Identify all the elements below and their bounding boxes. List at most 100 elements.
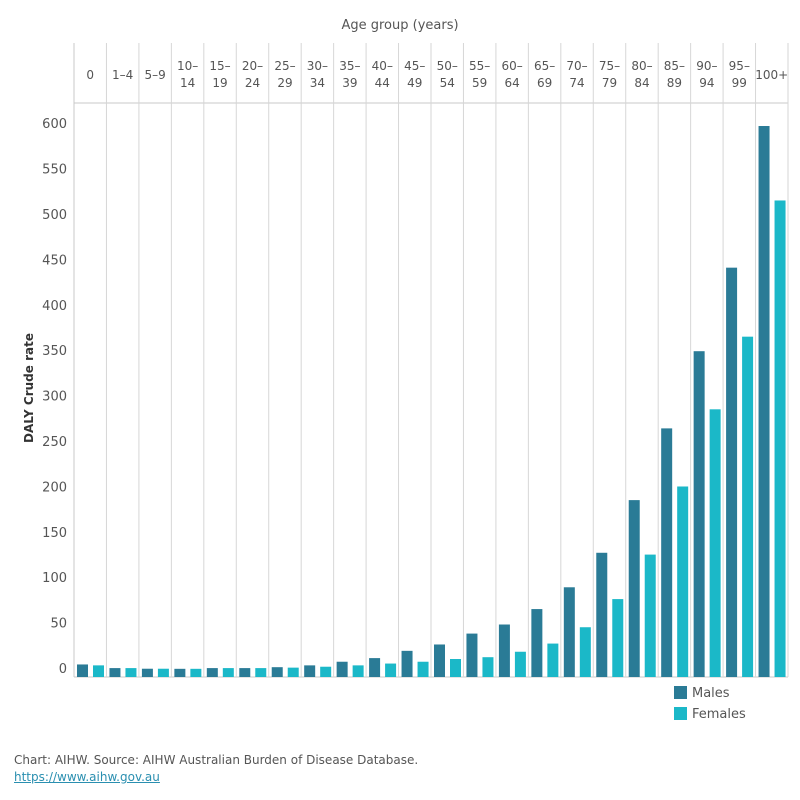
- legend-swatch-females: [674, 707, 687, 720]
- x-tick-label: 30–: [307, 59, 328, 73]
- bar-females: [125, 668, 137, 677]
- x-tick-label: 29: [277, 76, 292, 90]
- x-tick-label: 90–: [696, 59, 717, 73]
- bar-females: [320, 666, 332, 677]
- legend-label-females: Females: [692, 707, 746, 722]
- x-axis-tick-labels: 0 1–4 5–9 10– 14 15– 19 20– 24 25– 29 30– 34 35– 39 40–…: [86, 59, 788, 90]
- legend-label-males: Males: [692, 686, 730, 701]
- bar-males: [434, 644, 445, 677]
- bar-females: [644, 554, 656, 677]
- y-tick-label: 250: [42, 435, 67, 450]
- bar-females: [190, 668, 202, 677]
- bar-males: [239, 668, 251, 677]
- x-tick-label: 14: [180, 76, 195, 90]
- y-axis-tick-labels: 0 50 100 150 200 250 300 350 400 450 500 550 600: [42, 117, 67, 677]
- x-tick-label: 75–: [599, 59, 620, 73]
- bar-females: [287, 667, 299, 677]
- x-tick-label: 49: [407, 76, 422, 90]
- bar-males: [693, 351, 705, 677]
- y-tick-label: 0: [59, 662, 67, 677]
- x-tick-label: 20–: [242, 59, 263, 73]
- x-tick-label: 79: [602, 76, 617, 90]
- y-tick-label: 100: [42, 571, 67, 586]
- bar-males: [563, 587, 575, 677]
- x-tick-label: 74: [569, 76, 584, 90]
- source-link[interactable]: https://www.aihw.gov.au: [14, 770, 160, 784]
- x-tick-label: 44: [375, 76, 390, 90]
- x-tick-label: 89: [667, 76, 682, 90]
- bar-females: [612, 599, 624, 677]
- bar-females: [774, 200, 786, 678]
- y-tick-label: 300: [42, 390, 67, 405]
- x-tick-label: 94: [699, 76, 714, 90]
- legend: Males Females: [674, 686, 746, 722]
- x-tick-label: 1–4: [112, 68, 133, 82]
- bar-males: [466, 633, 478, 677]
- y-tick-label: 400: [42, 299, 67, 314]
- y-tick-label: 50: [50, 617, 67, 632]
- x-tick-label: 50–: [437, 59, 458, 73]
- bar-females: [547, 643, 559, 677]
- bar-males: [596, 552, 608, 677]
- bar-males: [271, 667, 283, 677]
- x-tick-label: 15–: [209, 59, 230, 73]
- x-tick-label: 55–: [469, 59, 490, 73]
- y-tick-label: 550: [42, 163, 67, 178]
- bar-females: [222, 668, 234, 677]
- bar-males: [109, 668, 121, 677]
- x-tick-label: 39: [342, 76, 357, 90]
- bar-males: [174, 668, 186, 677]
- x-tick-label: 100+: [755, 68, 788, 82]
- bar-females: [677, 486, 689, 677]
- x-tick-label: 64: [504, 76, 519, 90]
- x-tick-label: 60–: [501, 59, 522, 73]
- x-tick-label: 5–9: [144, 68, 165, 82]
- bar-females: [482, 657, 494, 677]
- bar-males: [369, 658, 381, 677]
- y-tick-label: 150: [42, 526, 67, 541]
- x-tick-label: 95–: [729, 59, 750, 73]
- y-tick-label: 600: [42, 117, 67, 132]
- footer: Chart: AIHW. Source: AIHW Australian Bur…: [14, 752, 418, 786]
- x-tick-label: 25–: [274, 59, 295, 73]
- x-tick-label: 84: [634, 76, 649, 90]
- x-tick-label: 54: [440, 76, 455, 90]
- bar-males: [628, 500, 640, 677]
- bar-males: [758, 126, 770, 678]
- x-tick-label: 34: [310, 76, 325, 90]
- bar-females: [417, 661, 429, 677]
- x-tick-label: 85–: [664, 59, 685, 73]
- bar-males: [661, 428, 673, 677]
- y-axis-label: DALY Crude rate: [22, 333, 36, 443]
- x-tick-label: 65–: [534, 59, 555, 73]
- source-note: Chart: AIHW. Source: AIHW Australian Bur…: [14, 753, 419, 767]
- bar-males: [401, 650, 413, 677]
- x-tick-label: 99: [732, 76, 747, 90]
- bar-females: [450, 659, 461, 677]
- bar-males: [141, 668, 153, 677]
- bar-females: [579, 627, 591, 677]
- bar-females: [157, 668, 169, 677]
- bar-males: [336, 661, 348, 677]
- bar-females: [93, 665, 104, 677]
- bar-females: [255, 668, 267, 677]
- y-tick-label: 200: [42, 480, 67, 495]
- bar-females: [709, 409, 721, 677]
- x-tick-label: 69: [537, 76, 552, 90]
- bar-males: [77, 664, 88, 677]
- x-tick-label: 0: [86, 68, 94, 82]
- x-tick-label: 19: [212, 76, 227, 90]
- legend-swatch-males: [674, 686, 687, 699]
- x-tick-label: 45–: [404, 59, 425, 73]
- bar-males: [726, 267, 738, 677]
- x-tick-label: 24: [245, 76, 260, 90]
- bar-males: [498, 624, 510, 677]
- bars: [77, 126, 786, 678]
- x-tick-label: 40–: [372, 59, 393, 73]
- x-tick-label: 10–: [177, 59, 198, 73]
- bar-females: [514, 651, 526, 677]
- bar-males: [206, 668, 218, 677]
- x-tick-label: 35–: [339, 59, 360, 73]
- x-tick-label: 80–: [631, 59, 652, 73]
